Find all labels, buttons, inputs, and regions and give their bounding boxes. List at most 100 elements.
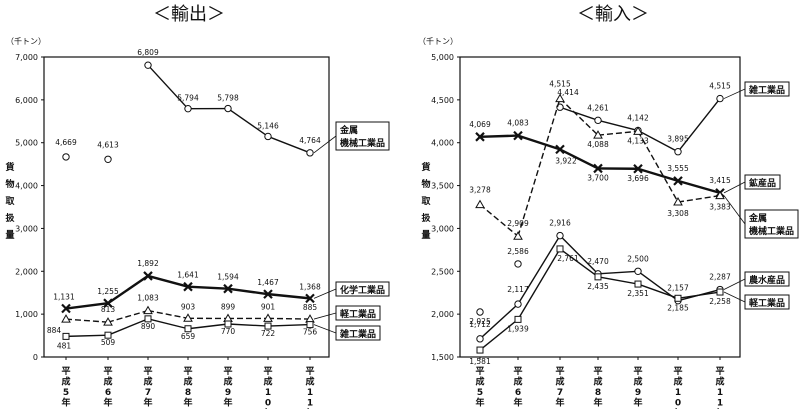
data-label: 4,088 — [587, 140, 609, 149]
data-point — [593, 130, 603, 139]
series-1: 1,131 1,255 1,892 1,641 1,594 1,467 1,368 — [53, 259, 321, 314]
data-point — [673, 197, 683, 206]
legend-connector — [313, 324, 337, 334]
series-line-segment — [107, 274, 149, 305]
data-point — [144, 315, 152, 323]
svg-text:成: 成 — [633, 376, 642, 388]
data-point — [715, 190, 725, 200]
data-point — [184, 104, 192, 113]
svg-text:成: 成 — [61, 376, 70, 388]
series-line-segment — [479, 204, 519, 237]
series-3: 481 509 890 659 770 722 756 — [57, 315, 317, 350]
data-point — [143, 271, 153, 281]
y-tick-label: 2,000 — [431, 310, 454, 319]
data-point — [263, 313, 273, 322]
svg-text:9: 9 — [635, 388, 641, 398]
data-point — [305, 293, 315, 304]
svg-text:成: 成 — [555, 376, 564, 388]
y-tick-label: 3,000 — [431, 224, 454, 233]
legend-label: 雑工業品 — [748, 84, 785, 96]
data-point — [263, 289, 273, 299]
x-tick-label: 平成10年 — [673, 366, 682, 409]
data-label: 6,809 — [137, 48, 159, 57]
legend-label: 農水産品 — [749, 274, 785, 286]
export-plot-frame — [43, 56, 330, 358]
svg-text:平: 平 — [223, 366, 232, 377]
data-label: 1,368 — [299, 282, 321, 291]
legend-item-0: 雑工業品 — [723, 81, 790, 99]
data-label: 3,308 — [667, 209, 689, 218]
data-point — [634, 280, 642, 288]
data-point — [556, 245, 564, 253]
data-point — [104, 331, 112, 339]
series-line-segment — [479, 134, 519, 138]
data-label: 3,383 — [709, 203, 731, 212]
svg-text:平: 平 — [263, 366, 272, 377]
svg-text:平: 平 — [61, 366, 70, 377]
svg-text:年: 年 — [593, 397, 602, 409]
data-point — [514, 260, 522, 268]
data-point — [555, 93, 565, 103]
y-tick-label: 7,000 — [15, 53, 38, 62]
series-line-segment — [517, 235, 561, 305]
data-point — [183, 313, 193, 322]
data-label: 4,515 — [549, 80, 571, 89]
data-label: 4,414 — [557, 88, 579, 97]
svg-text:平: 平 — [715, 366, 724, 377]
series-line-segment — [65, 318, 109, 323]
y-tick-label: 1,000 — [15, 310, 38, 319]
series-line-segment — [187, 323, 229, 330]
data-point — [104, 155, 112, 164]
data-label: 890 — [141, 322, 156, 331]
data-label: 885 — [303, 303, 318, 312]
legend-item-3: 農水産品 — [723, 271, 790, 290]
svg-text:成: 成 — [103, 376, 112, 388]
data-point — [223, 283, 233, 294]
y-tick-label: 4,000 — [431, 139, 454, 148]
data-label: 3,415 — [709, 176, 731, 185]
series-line-segment — [677, 194, 721, 203]
data-label: 1,641 — [177, 271, 199, 280]
legend-connector — [313, 288, 337, 299]
data-label: 884 — [47, 326, 62, 335]
series-line-segment — [227, 287, 269, 296]
x-tick-label: 平成11年 — [305, 366, 314, 409]
data-label: 4,069 — [469, 120, 491, 129]
series-line-segment — [677, 179, 721, 195]
data-point — [716, 288, 724, 296]
legend-item-3: 雑工業品 — [313, 324, 381, 341]
y-label-char: 物 — [5, 178, 14, 190]
data-label: 4,515 — [709, 82, 731, 91]
data-point — [633, 163, 643, 174]
svg-text:年: 年 — [223, 397, 232, 409]
data-label: 2,435 — [587, 282, 609, 291]
series-3: 1,712 2,117 2,916 2,470 2,500 2,157 2,287 — [469, 219, 731, 343]
data-label: 722 — [261, 329, 276, 338]
data-label: 813 — [101, 305, 116, 314]
data-point — [475, 132, 485, 142]
data-label: 3,696 — [627, 174, 649, 183]
legend-item-2: 軽工業品 — [313, 305, 381, 321]
data-point — [184, 325, 192, 333]
data-point — [62, 153, 70, 161]
data-label: 2,157 — [667, 284, 689, 293]
svg-text:1: 1 — [717, 388, 723, 398]
legend-item-1: 鉱産品 — [723, 174, 781, 194]
series-line-segment — [479, 318, 519, 351]
data-label: 1,581 — [469, 357, 491, 366]
series-line-segment — [147, 274, 189, 288]
svg-text:成: 成 — [513, 376, 522, 388]
data-point — [674, 294, 682, 302]
data-label: 4,083 — [507, 119, 529, 128]
svg-text:年: 年 — [633, 397, 642, 409]
data-point — [264, 322, 272, 330]
series-line-segment — [517, 98, 561, 237]
svg-text:年: 年 — [143, 397, 152, 409]
y-label-char: 量 — [5, 229, 14, 241]
